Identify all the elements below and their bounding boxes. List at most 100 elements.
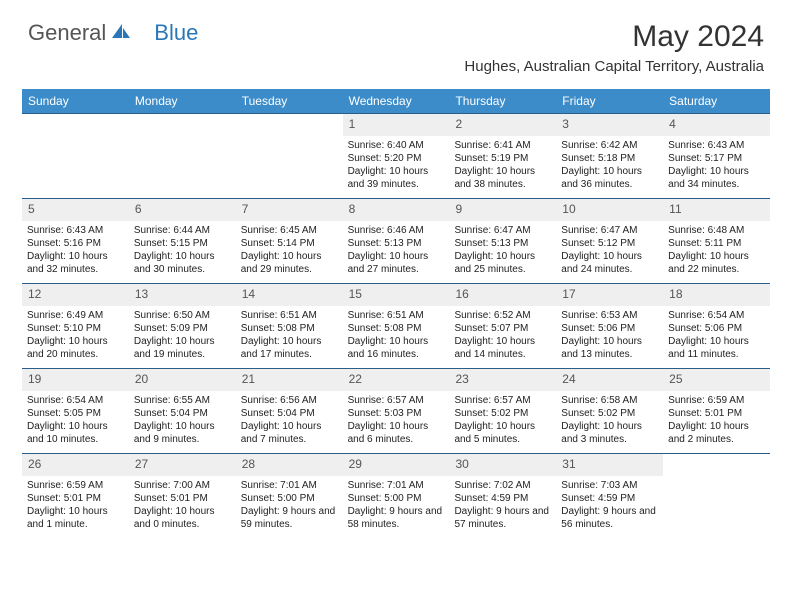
- daylight-text: Daylight: 10 hours and 2 minutes.: [668, 420, 765, 446]
- daylight-text: Daylight: 10 hours and 38 minutes.: [454, 165, 551, 191]
- day-body: Sunrise: 6:51 AMSunset: 5:08 PMDaylight:…: [343, 306, 450, 367]
- day-number: 11: [663, 199, 770, 221]
- daylight-text: Daylight: 10 hours and 14 minutes.: [454, 335, 551, 361]
- sunset-text: Sunset: 5:02 PM: [561, 407, 658, 420]
- day-number: 17: [556, 284, 663, 306]
- sunrise-text: Sunrise: 6:50 AM: [134, 309, 231, 322]
- day-cell: 14Sunrise: 6:51 AMSunset: 5:08 PMDayligh…: [236, 284, 343, 368]
- daylight-text: Daylight: 9 hours and 59 minutes.: [241, 505, 338, 531]
- title-block: May 2024 Hughes, Australian Capital Terr…: [464, 20, 764, 75]
- day-body: Sunrise: 6:57 AMSunset: 5:03 PMDaylight:…: [343, 391, 450, 452]
- sunset-text: Sunset: 5:13 PM: [348, 237, 445, 250]
- sunset-text: Sunset: 5:17 PM: [668, 152, 765, 165]
- day-number: 15: [343, 284, 450, 306]
- sunset-text: Sunset: 5:09 PM: [134, 322, 231, 335]
- daylight-text: Daylight: 10 hours and 22 minutes.: [668, 250, 765, 276]
- day-body: Sunrise: 6:44 AMSunset: 5:15 PMDaylight:…: [129, 221, 236, 282]
- sunrise-text: Sunrise: 6:54 AM: [668, 309, 765, 322]
- sunset-text: Sunset: 5:00 PM: [348, 492, 445, 505]
- day-number: 5: [22, 199, 129, 221]
- day-cell: 30Sunrise: 7:02 AMSunset: 4:59 PMDayligh…: [449, 454, 556, 538]
- day-cell: 18Sunrise: 6:54 AMSunset: 5:06 PMDayligh…: [663, 284, 770, 368]
- sunrise-text: Sunrise: 6:51 AM: [241, 309, 338, 322]
- daylight-text: Daylight: 9 hours and 56 minutes.: [561, 505, 658, 531]
- sunrise-text: Sunrise: 6:44 AM: [134, 224, 231, 237]
- day-body: Sunrise: 6:53 AMSunset: 5:06 PMDaylight:…: [556, 306, 663, 367]
- sunset-text: Sunset: 5:01 PM: [668, 407, 765, 420]
- day-body: Sunrise: 7:02 AMSunset: 4:59 PMDaylight:…: [449, 476, 556, 537]
- day-number: 22: [343, 369, 450, 391]
- day-cell: 7Sunrise: 6:45 AMSunset: 5:14 PMDaylight…: [236, 199, 343, 283]
- day-body: Sunrise: 6:54 AMSunset: 5:05 PMDaylight:…: [22, 391, 129, 452]
- day-body: Sunrise: 6:41 AMSunset: 5:19 PMDaylight:…: [449, 136, 556, 197]
- sunset-text: Sunset: 4:59 PM: [454, 492, 551, 505]
- page-header: General Blue May 2024 Hughes, Australian…: [0, 0, 792, 81]
- month-title: May 2024: [464, 20, 764, 54]
- sunset-text: Sunset: 5:01 PM: [27, 492, 124, 505]
- sunset-text: Sunset: 5:16 PM: [27, 237, 124, 250]
- dow-header-cell: Monday: [129, 89, 236, 113]
- daylight-text: Daylight: 10 hours and 3 minutes.: [561, 420, 658, 446]
- day-body: Sunrise: 7:03 AMSunset: 4:59 PMDaylight:…: [556, 476, 663, 537]
- day-body: Sunrise: 6:58 AMSunset: 5:02 PMDaylight:…: [556, 391, 663, 452]
- day-body: Sunrise: 6:45 AMSunset: 5:14 PMDaylight:…: [236, 221, 343, 282]
- day-cell: 21Sunrise: 6:56 AMSunset: 5:04 PMDayligh…: [236, 369, 343, 453]
- day-number: 1: [343, 114, 450, 136]
- day-body: Sunrise: 6:50 AMSunset: 5:09 PMDaylight:…: [129, 306, 236, 367]
- day-cell: [236, 114, 343, 198]
- day-cell: 6Sunrise: 6:44 AMSunset: 5:15 PMDaylight…: [129, 199, 236, 283]
- sunrise-text: Sunrise: 7:02 AM: [454, 479, 551, 492]
- sunrise-text: Sunrise: 6:57 AM: [454, 394, 551, 407]
- day-number: 31: [556, 454, 663, 476]
- day-body: Sunrise: 7:00 AMSunset: 5:01 PMDaylight:…: [129, 476, 236, 537]
- day-cell: 10Sunrise: 6:47 AMSunset: 5:12 PMDayligh…: [556, 199, 663, 283]
- day-number: 12: [22, 284, 129, 306]
- day-cell: 17Sunrise: 6:53 AMSunset: 5:06 PMDayligh…: [556, 284, 663, 368]
- daylight-text: Daylight: 10 hours and 16 minutes.: [348, 335, 445, 361]
- day-number: 10: [556, 199, 663, 221]
- day-body: Sunrise: 6:40 AMSunset: 5:20 PMDaylight:…: [343, 136, 450, 197]
- day-cell: 25Sunrise: 6:59 AMSunset: 5:01 PMDayligh…: [663, 369, 770, 453]
- day-number: 2: [449, 114, 556, 136]
- dow-header-cell: Tuesday: [236, 89, 343, 113]
- sunrise-text: Sunrise: 6:56 AM: [241, 394, 338, 407]
- week-row: 12Sunrise: 6:49 AMSunset: 5:10 PMDayligh…: [22, 283, 770, 368]
- day-body: Sunrise: 6:51 AMSunset: 5:08 PMDaylight:…: [236, 306, 343, 367]
- daylight-text: Daylight: 10 hours and 11 minutes.: [668, 335, 765, 361]
- sunset-text: Sunset: 5:04 PM: [134, 407, 231, 420]
- dow-header-cell: Friday: [556, 89, 663, 113]
- sunrise-text: Sunrise: 6:52 AM: [454, 309, 551, 322]
- dow-header-cell: Wednesday: [343, 89, 450, 113]
- daylight-text: Daylight: 10 hours and 9 minutes.: [134, 420, 231, 446]
- day-of-week-header-row: SundayMondayTuesdayWednesdayThursdayFrid…: [22, 89, 770, 113]
- day-number: 8: [343, 199, 450, 221]
- sunrise-text: Sunrise: 6:51 AM: [348, 309, 445, 322]
- day-cell: 12Sunrise: 6:49 AMSunset: 5:10 PMDayligh…: [22, 284, 129, 368]
- day-cell: [129, 114, 236, 198]
- day-number: 28: [236, 454, 343, 476]
- sunrise-text: Sunrise: 6:47 AM: [454, 224, 551, 237]
- day-number: 13: [129, 284, 236, 306]
- sunrise-text: Sunrise: 6:53 AM: [561, 309, 658, 322]
- daylight-text: Daylight: 10 hours and 1 minute.: [27, 505, 124, 531]
- daylight-text: Daylight: 10 hours and 13 minutes.: [561, 335, 658, 361]
- sunrise-text: Sunrise: 6:59 AM: [668, 394, 765, 407]
- sunrise-text: Sunrise: 6:54 AM: [27, 394, 124, 407]
- dow-header-cell: Sunday: [22, 89, 129, 113]
- day-number: 20: [129, 369, 236, 391]
- sunset-text: Sunset: 5:13 PM: [454, 237, 551, 250]
- location-subtitle: Hughes, Australian Capital Territory, Au…: [464, 58, 764, 75]
- day-number: 27: [129, 454, 236, 476]
- day-cell: 13Sunrise: 6:50 AMSunset: 5:09 PMDayligh…: [129, 284, 236, 368]
- daylight-text: Daylight: 10 hours and 36 minutes.: [561, 165, 658, 191]
- day-body: Sunrise: 6:42 AMSunset: 5:18 PMDaylight:…: [556, 136, 663, 197]
- day-cell: 2Sunrise: 6:41 AMSunset: 5:19 PMDaylight…: [449, 114, 556, 198]
- daylight-text: Daylight: 10 hours and 32 minutes.: [27, 250, 124, 276]
- day-body: Sunrise: 7:01 AMSunset: 5:00 PMDaylight:…: [343, 476, 450, 537]
- day-cell: 27Sunrise: 7:00 AMSunset: 5:01 PMDayligh…: [129, 454, 236, 538]
- daylight-text: Daylight: 10 hours and 29 minutes.: [241, 250, 338, 276]
- day-body: Sunrise: 7:01 AMSunset: 5:00 PMDaylight:…: [236, 476, 343, 537]
- daylight-text: Daylight: 10 hours and 20 minutes.: [27, 335, 124, 361]
- day-number: 30: [449, 454, 556, 476]
- day-body: Sunrise: 6:52 AMSunset: 5:07 PMDaylight:…: [449, 306, 556, 367]
